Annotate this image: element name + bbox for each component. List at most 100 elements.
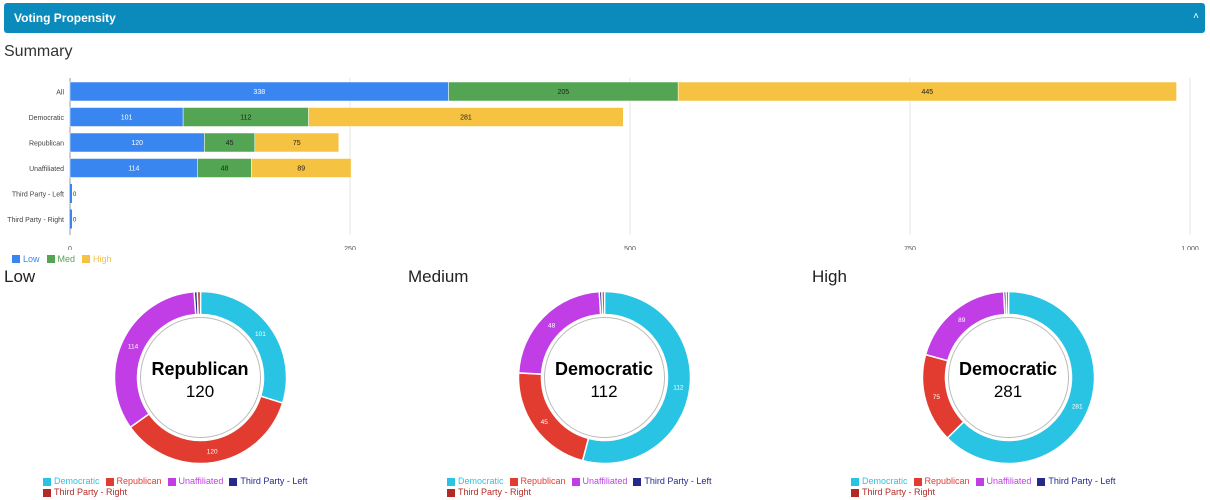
legend-item-republican[interactable]: Republican <box>509 476 566 487</box>
donut-title-high: High <box>812 267 847 286</box>
legend-label: Unaffiliated <box>178 476 224 486</box>
donut-legend-high: Democratic Republican Unaffiliated Third Pa… <box>851 476 1171 498</box>
bar-data-label: 48 <box>221 166 229 173</box>
x-tick-label: 250 <box>344 246 356 250</box>
legend-item-unaffiliated[interactable]: Unaffiliated <box>167 476 224 487</box>
x-tick-label: 500 <box>624 246 636 250</box>
legend-label: Med <box>57 254 76 264</box>
legend-label: Democratic <box>458 476 504 486</box>
legend-item-third-party-left[interactable]: Third Party - Left <box>633 476 711 487</box>
legend-item-med[interactable]: Med <box>46 254 76 264</box>
bar-data-label: 114 <box>128 166 139 173</box>
legend-label: Low <box>23 254 40 264</box>
panel-title: Voting Propensity <box>14 11 116 25</box>
legend-item-democratic[interactable]: Democratic <box>43 476 100 487</box>
y-tick-label: Unaffiliated <box>29 166 64 173</box>
bar-low-third-party-left[interactable] <box>70 184 72 203</box>
slice-data-label: 281 <box>1072 404 1083 411</box>
legend-item-low[interactable]: Low <box>12 254 40 264</box>
bar-high-republican[interactable] <box>254 132 340 153</box>
legend-item-unaffiliated[interactable]: Unaffiliated <box>571 476 628 487</box>
donut-legend-medium: Democratic Republican Unaffiliated Third Pa… <box>447 476 767 498</box>
legend-label: Unaffiliated <box>986 476 1032 486</box>
donut-center-label-high: Democratic <box>958 359 1058 379</box>
donut-chart-medium: 112 45 48 <box>517 290 692 465</box>
summary-title: Summary <box>4 43 73 60</box>
summary-legend: Low Med High <box>12 254 119 264</box>
bar-low-third-party-right[interactable] <box>70 209 72 229</box>
legend-label: Third Party - Right <box>862 487 936 497</box>
bar-data-label: 281 <box>460 115 472 122</box>
donut-center-value-medium: 112 <box>590 382 618 401</box>
slice-third-party-right[interactable] <box>601 290 606 316</box>
legend-swatch <box>43 488 51 497</box>
legend-item-democratic[interactable]: Democratic <box>851 476 908 487</box>
donut-center-label-low: Republican <box>151 359 249 379</box>
x-tick-label: 1,000 <box>1181 246 1199 250</box>
slice-unaffiliated[interactable] <box>924 290 1006 362</box>
legend-swatch <box>571 477 580 486</box>
legend-item-republican[interactable]: Republican <box>105 476 162 487</box>
slice-data-label: 75 <box>933 394 941 401</box>
panel-header[interactable]: Voting Propensity ˄ <box>4 3 1205 33</box>
legend-label: Third Party - Left <box>644 476 712 486</box>
legend-item-third-party-right[interactable]: Third Party - Right <box>43 487 127 498</box>
x-tick-label: 0 <box>68 246 72 250</box>
slice-democratic[interactable] <box>581 290 692 465</box>
bar-high-all[interactable] <box>677 81 1177 102</box>
legend-item-unaffiliated[interactable]: Unaffiliated <box>975 476 1032 487</box>
donut-title-medium: Medium <box>408 267 469 286</box>
legend-item-democratic[interactable]: Democratic <box>447 476 504 487</box>
slice-data-label: 45 <box>541 419 549 426</box>
legend-item-third-party-right[interactable]: Third Party - Right <box>447 487 531 498</box>
legend-label: Third Party - Right <box>458 487 532 497</box>
x-tick-label: 750 <box>904 246 916 250</box>
legend-swatch <box>43 477 51 486</box>
legend-label: Democratic <box>862 476 908 486</box>
legend-swatch <box>82 255 91 263</box>
legend-label: Third Party - Right <box>54 487 128 497</box>
slice-data-label: 120 <box>207 449 218 456</box>
slice-third-party-right[interactable] <box>196 290 202 316</box>
slice-democratic[interactable] <box>946 290 1096 465</box>
bar-data-label: 101 <box>121 115 133 122</box>
legend-label: Democratic <box>54 476 100 486</box>
legend-swatch <box>447 488 455 497</box>
donut-inner-ring <box>544 317 665 438</box>
legend-item-third-party-left[interactable]: Third Party - Left <box>1037 476 1115 487</box>
legend-item-third-party-left[interactable]: Third Party - Left <box>229 476 307 487</box>
collapse-caret-icon[interactable]: ˄ <box>1193 11 1199 22</box>
slice-third-party-right[interactable] <box>1005 290 1010 316</box>
bar-data-label: 75 <box>293 140 301 147</box>
legend-swatch <box>913 477 922 486</box>
slice-data-label: 112 <box>673 385 684 392</box>
donut-inner-ring <box>948 317 1069 438</box>
legend-label: High <box>93 254 112 264</box>
donut-chart-high: 281 75 89 <box>921 290 1096 465</box>
bar-data-label: 120 <box>131 140 143 147</box>
legend-swatch <box>447 477 455 486</box>
legend-item-high[interactable]: High <box>82 254 112 264</box>
bar-high-democratic[interactable] <box>308 107 624 127</box>
slice-data-label: 89 <box>958 317 966 324</box>
legend-swatch <box>1037 477 1046 486</box>
legend-label: Unaffiliated <box>582 476 628 486</box>
legend-item-republican[interactable]: Republican <box>913 476 970 487</box>
bar-high-unaffiliated[interactable] <box>251 158 352 178</box>
bar-data-label: 112 <box>240 115 251 122</box>
donut-center-value-high: 281 <box>993 382 1023 401</box>
legend-item-third-party-right[interactable]: Third Party - Right <box>851 487 935 498</box>
y-tick-label: Republican <box>29 141 64 148</box>
bar-data-label: 0 <box>73 192 77 198</box>
legend-swatch <box>633 477 642 486</box>
legend-label: Third Party - Left <box>240 476 308 486</box>
bar-data-label: 338 <box>253 89 265 96</box>
legend-swatch <box>46 255 55 263</box>
slice-data-label: 48 <box>548 323 556 330</box>
legend-swatch <box>229 477 238 486</box>
legend-swatch <box>167 477 176 486</box>
legend-label: Republican <box>520 476 566 486</box>
donut-title-low: Low <box>4 267 36 286</box>
bar-data-label: 89 <box>297 166 305 173</box>
